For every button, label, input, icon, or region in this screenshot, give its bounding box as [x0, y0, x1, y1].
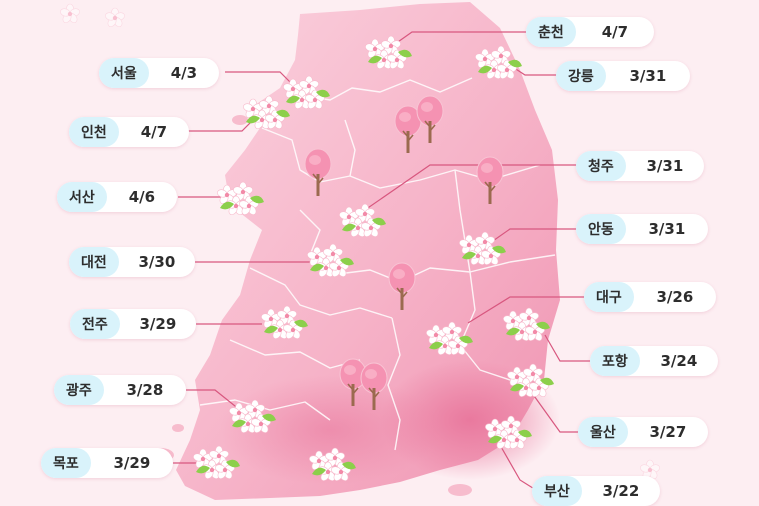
bloom-date: 3/22	[602, 482, 640, 500]
bloom-date: 3/29	[139, 315, 177, 333]
bloom-date: 3/31	[629, 67, 667, 85]
label-cheongju: 청주 3/31	[576, 151, 704, 181]
city-name: 울산	[578, 417, 628, 447]
label-daejeon: 대전 3/30	[69, 247, 195, 277]
bloom-date: 3/29	[113, 454, 151, 472]
label-incheon: 인천 4/7	[69, 117, 189, 147]
bloom-date: 3/30	[138, 253, 176, 271]
bloom-date: 3/31	[646, 157, 684, 175]
bloom-date: 3/24	[660, 352, 698, 370]
label-chuncheon: 춘천 4/7	[526, 17, 654, 47]
city-name: 광주	[54, 375, 104, 405]
bloom-date: 3/28	[126, 381, 164, 399]
city-name: 청주	[576, 151, 626, 181]
label-gangneung: 강릉 3/31	[556, 61, 690, 91]
bloom-date: 3/26	[656, 288, 694, 306]
bloom-date: 4/6	[128, 188, 156, 206]
city-name: 인천	[69, 117, 119, 147]
label-jeonju: 전주 3/29	[70, 309, 196, 339]
bloom-date: 4/7	[601, 23, 629, 41]
bloom-date: 4/7	[140, 123, 168, 141]
label-pohang: 포항 3/24	[590, 346, 718, 376]
label-andong: 안동 3/31	[576, 214, 708, 244]
city-name: 목포	[41, 448, 91, 478]
label-seoul: 서울 4/3	[99, 58, 219, 88]
city-name: 포항	[590, 346, 640, 376]
city-name: 춘천	[526, 17, 576, 47]
label-seosan: 서산 4/6	[57, 182, 177, 212]
city-name: 서울	[99, 58, 149, 88]
city-name: 대전	[69, 247, 119, 277]
city-name: 대구	[584, 282, 634, 312]
label-ulsan: 울산 3/27	[578, 417, 708, 447]
label-mokpo: 목포 3/29	[41, 448, 173, 478]
city-name: 서산	[57, 182, 107, 212]
label-busan: 부산 3/22	[532, 476, 660, 506]
city-name: 안동	[576, 214, 626, 244]
bloom-date: 3/31	[648, 220, 686, 238]
city-name: 부산	[532, 476, 582, 506]
bloom-date: 3/27	[649, 423, 687, 441]
land-dark-region-west	[220, 375, 440, 485]
city-name: 전주	[70, 309, 120, 339]
bloom-date: 4/3	[170, 64, 198, 82]
label-gwangju: 광주 3/28	[54, 375, 186, 405]
city-name: 강릉	[556, 61, 606, 91]
label-daegu: 대구 3/26	[584, 282, 716, 312]
